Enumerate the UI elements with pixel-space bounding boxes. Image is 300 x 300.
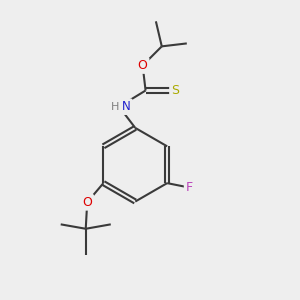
Text: H: H [111, 102, 120, 112]
Text: O: O [138, 59, 148, 72]
Text: F: F [186, 181, 193, 194]
Text: O: O [82, 196, 92, 209]
Text: N: N [122, 100, 131, 113]
Text: S: S [171, 84, 179, 97]
